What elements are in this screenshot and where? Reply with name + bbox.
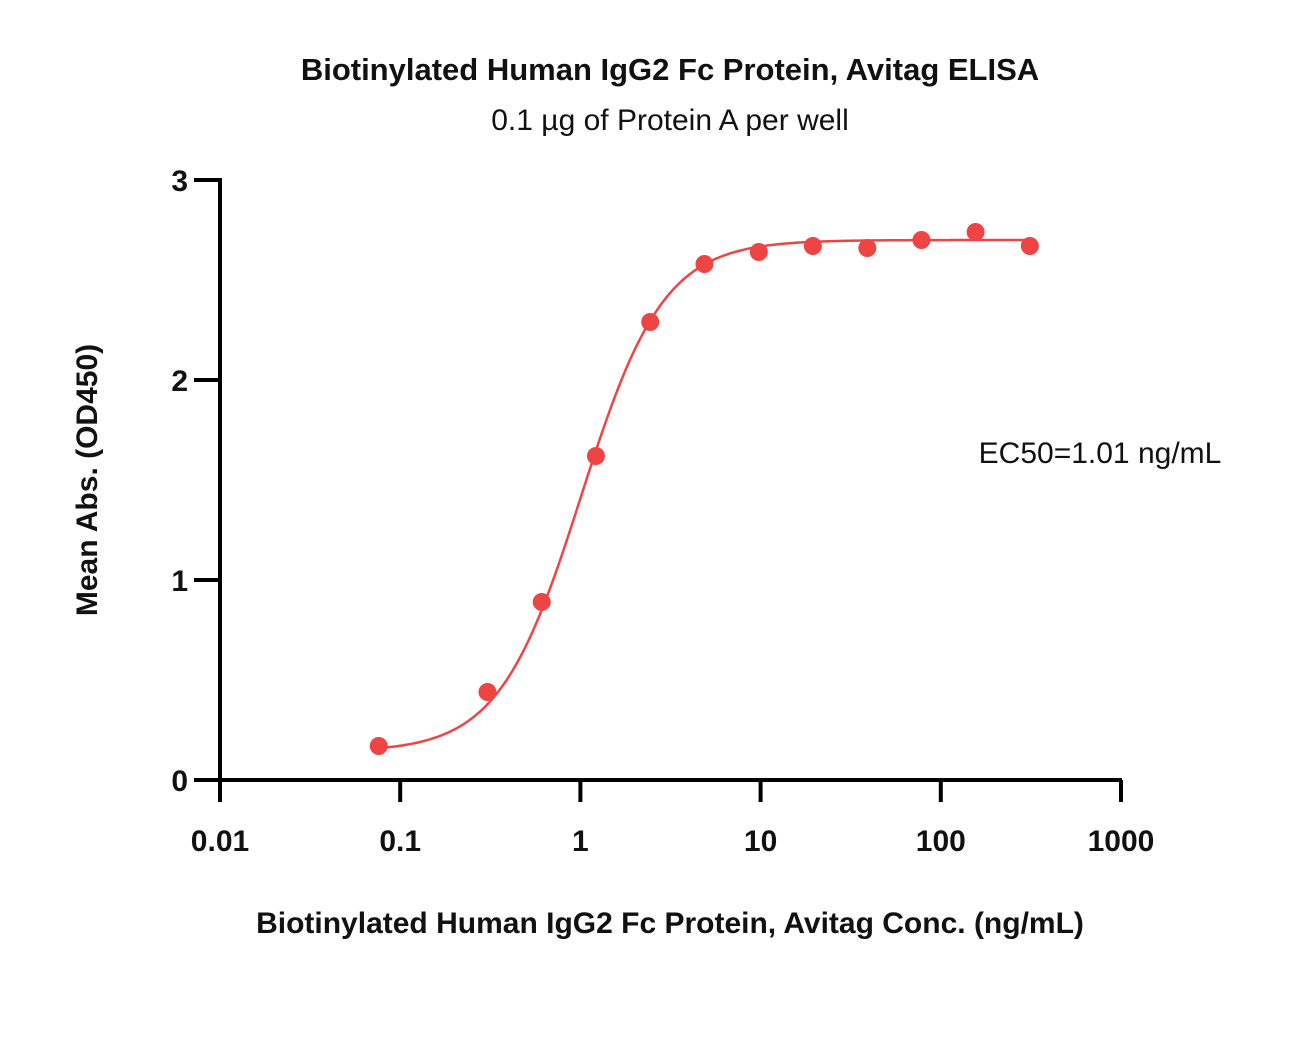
data-point bbox=[803, 237, 822, 255]
data-point bbox=[1020, 237, 1039, 255]
y-tick-label: 2 bbox=[171, 365, 188, 398]
axes bbox=[218, 178, 1122, 782]
data-point bbox=[586, 447, 605, 465]
y-tick-label: 1 bbox=[171, 565, 188, 598]
ticks bbox=[194, 178, 1123, 802]
y-tick-label: 3 bbox=[171, 165, 188, 198]
x-tick-label: 100 bbox=[916, 825, 966, 858]
data-point bbox=[858, 239, 877, 257]
ec50-annotation: EC50=1.01 ng/mL bbox=[979, 437, 1222, 470]
x-tick-label: 0.01 bbox=[191, 825, 249, 858]
data-point bbox=[912, 231, 931, 249]
x-tick-label: 0.1 bbox=[379, 825, 421, 858]
y-tick-label: 0 bbox=[171, 765, 188, 798]
data-point bbox=[532, 593, 551, 611]
data-point bbox=[695, 255, 714, 273]
data-point bbox=[966, 223, 985, 241]
x-tick-label: 1000 bbox=[1088, 825, 1155, 858]
x-axis-label: Biotinylated Human IgG2 Fc Protein, Avit… bbox=[256, 907, 1084, 940]
data-points bbox=[369, 223, 1039, 755]
y-axis-label: Mean Abs. (OD450) bbox=[71, 344, 104, 616]
tick-labels: 0.01 0.1 1 10 100 1000 0 1 2 3 bbox=[171, 165, 1154, 858]
data-point bbox=[478, 683, 497, 701]
data-point bbox=[641, 313, 660, 331]
x-tick-label: 10 bbox=[744, 825, 777, 858]
data-point bbox=[369, 737, 388, 755]
x-tick-label: 1 bbox=[572, 825, 589, 858]
chart-subtitle: 0.1 µg of Protein A per well bbox=[491, 104, 849, 137]
fit-curve bbox=[378, 238, 1030, 750]
data-point bbox=[749, 243, 768, 261]
chart-title: Biotinylated Human IgG2 Fc Protein, Avit… bbox=[301, 52, 1039, 87]
